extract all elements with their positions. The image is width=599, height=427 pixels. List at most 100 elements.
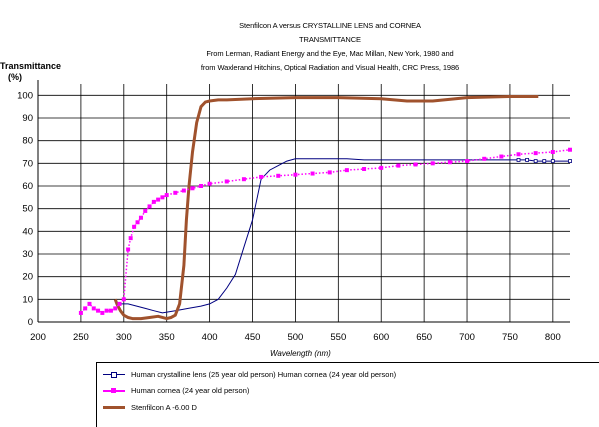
series-crystalline-lens-point	[525, 158, 529, 162]
series-cornea-point	[568, 147, 572, 152]
series-cornea-point	[126, 247, 131, 252]
series-cornea-point	[499, 154, 504, 159]
series-cornea-point	[96, 308, 101, 313]
legend-swatch-stenfilcon	[103, 404, 125, 412]
series-cornea-line	[80, 148, 571, 314]
chart-title-line-2: TRANSMITTANCE	[299, 35, 361, 44]
chart-axes	[37, 80, 570, 323]
legend-swatch-crystalline-lens	[103, 371, 125, 379]
series-cornea-point	[135, 220, 140, 225]
series-cornea-point	[164, 193, 169, 198]
y-tick-label: 80	[22, 136, 33, 147]
y-tick-label: 20	[22, 272, 33, 283]
x-axis-label: Wavelength (nm)	[270, 349, 331, 358]
series-cornea-point	[121, 297, 126, 302]
series-cornea-point	[190, 186, 195, 191]
y-tick-label: 50	[22, 204, 33, 215]
x-tick-label: 550	[330, 332, 346, 343]
series-cornea-point	[160, 195, 165, 200]
chart-title-source-1: From Lerman, Radiant Energy and the Eye,…	[206, 49, 454, 58]
legend-label-cornea: Human cornea (24 year old person)	[131, 386, 250, 395]
series-cornea-point	[100, 310, 105, 315]
series-cornea-point	[550, 150, 555, 154]
legend-label-crystalline-lens: Human crystalline lens (25 year old pers…	[131, 370, 397, 379]
series-cornea-point	[138, 215, 143, 220]
series-cornea-point	[78, 310, 83, 315]
x-tick-label: 500	[287, 332, 303, 343]
series-cornea-point	[430, 161, 435, 166]
x-tick-label: 300	[116, 332, 132, 343]
series-cornea-point	[83, 306, 88, 311]
series-cornea-point	[379, 165, 384, 170]
y-tick-label: 100	[17, 90, 33, 101]
y-tick-label: 10	[22, 294, 33, 305]
y-tick-label: 30	[22, 249, 33, 260]
series-cornea-point	[465, 159, 470, 164]
series-crystalline-lens-point	[550, 159, 555, 163]
y-tick-label: 90	[22, 113, 33, 124]
series-cornea-point	[199, 184, 204, 188]
series-cornea-point	[344, 168, 349, 173]
series-cornea-point	[128, 236, 133, 241]
series-stenfilcon-line	[113, 95, 539, 321]
series-cornea-point	[362, 167, 367, 171]
chart-title-source-2: from Waxlerand Hitchins, Optical Radiati…	[200, 63, 460, 72]
chart-legend: Human crystalline lens (25 year old pers…	[96, 362, 599, 427]
x-tick-label: 600	[373, 332, 389, 343]
x-tick-label: 200	[30, 332, 46, 343]
series-cornea-point	[396, 163, 401, 168]
series-cornea-point	[104, 308, 109, 313]
series-cornea-point	[156, 197, 161, 202]
series-cornea-point	[151, 199, 156, 204]
chart-title-line-1: Stenfilcon A versus CRYSTALLINE LENS and…	[239, 21, 421, 30]
x-tick-label: 350	[159, 332, 175, 343]
x-tick-label: 400	[202, 332, 218, 343]
x-tick-labels: 200 250 300 350 400 450 500 550 600 650 700 750 800	[30, 332, 561, 343]
series-crystalline-lens-point	[568, 159, 572, 163]
series-cornea-point	[516, 152, 521, 157]
series-cornea-point	[87, 301, 92, 306]
series-cornea-point	[241, 177, 246, 182]
legend-item-crystalline-lens: Human crystalline lens (25 year old pers…	[103, 370, 396, 379]
y-tick-label: 0	[28, 317, 33, 328]
series-cornea-point	[207, 181, 212, 186]
series-cornea-point	[113, 306, 118, 311]
series-cornea-point	[447, 160, 452, 165]
series-cornea-point	[108, 308, 113, 313]
series-cornea-point	[132, 224, 137, 229]
series-cornea-point	[91, 306, 96, 311]
y-tick-labels: 0 10 20 30 40 50 60 70 80 90 100	[17, 90, 33, 328]
series-cornea-point	[276, 173, 281, 178]
y-tick-label: 60	[22, 181, 33, 192]
series-cornea-point	[117, 301, 122, 306]
series-crystalline-lens-point	[516, 158, 521, 162]
series-cornea-point	[533, 151, 538, 156]
series-cornea-point	[327, 170, 332, 175]
legend-swatch-cornea	[103, 387, 125, 395]
x-tick-label: 450	[245, 332, 261, 343]
y-axis-label-line-1: Transmittance	[0, 61, 62, 71]
chart-grid	[37, 84, 570, 323]
x-tick-label: 250	[73, 332, 89, 343]
legend-item-cornea: Human cornea (24 year old person)	[103, 386, 249, 395]
x-tick-label: 700	[459, 332, 475, 343]
series-cornea-point	[181, 188, 186, 193]
series-crystalline-lens-point	[533, 159, 538, 163]
series-cornea-point	[310, 171, 315, 176]
series-cornea-point	[224, 179, 229, 184]
y-tick-label: 70	[22, 158, 33, 169]
x-tick-label: 800	[545, 332, 561, 343]
y-axis-label-line-2: (%)	[8, 72, 22, 82]
series-cornea-point	[259, 174, 264, 179]
series-crystalline-lens-point	[542, 159, 547, 163]
series-cornea-point	[143, 208, 148, 213]
series-cornea-point	[293, 172, 298, 177]
x-tick-label: 750	[502, 332, 518, 343]
chart-series	[78, 95, 572, 321]
legend-label-stenfilcon: Stenfilcon A -6.00 D	[131, 403, 197, 412]
series-cornea-point	[482, 156, 487, 161]
series-cornea-point	[413, 162, 418, 167]
y-tick-label: 40	[22, 226, 33, 237]
series-cornea-point	[147, 204, 152, 209]
